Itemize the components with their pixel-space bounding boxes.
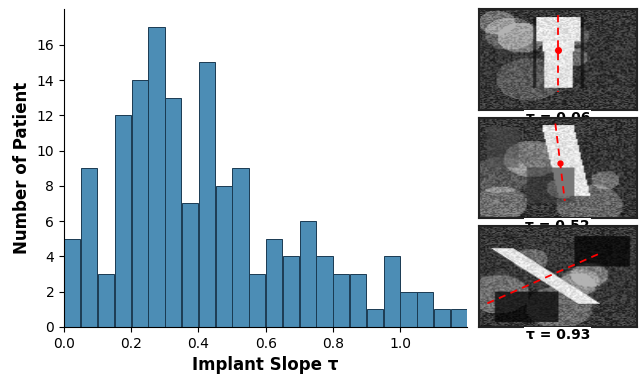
- Bar: [333, 274, 349, 327]
- Bar: [350, 274, 366, 327]
- Bar: [434, 309, 450, 327]
- Bar: [451, 309, 467, 327]
- Bar: [249, 274, 266, 327]
- Bar: [266, 239, 282, 327]
- Y-axis label: Number of Patient: Number of Patient: [13, 82, 31, 254]
- Bar: [367, 309, 383, 327]
- Text: τ = 0.93: τ = 0.93: [525, 328, 590, 342]
- Bar: [216, 186, 232, 327]
- Bar: [316, 256, 333, 327]
- Bar: [165, 98, 181, 327]
- Bar: [65, 239, 81, 327]
- Bar: [300, 221, 316, 327]
- Bar: [383, 256, 400, 327]
- Bar: [232, 168, 248, 327]
- Bar: [182, 203, 198, 327]
- Bar: [98, 274, 114, 327]
- Bar: [81, 168, 97, 327]
- Bar: [401, 292, 417, 327]
- Bar: [132, 80, 148, 327]
- Text: τ = 0.52: τ = 0.52: [525, 220, 590, 234]
- Bar: [148, 27, 164, 327]
- X-axis label: Implant Slope τ: Implant Slope τ: [193, 356, 339, 374]
- Bar: [115, 115, 131, 327]
- Text: τ = 0.06: τ = 0.06: [525, 111, 590, 125]
- Bar: [417, 292, 433, 327]
- Bar: [199, 62, 215, 327]
- Bar: [283, 256, 299, 327]
